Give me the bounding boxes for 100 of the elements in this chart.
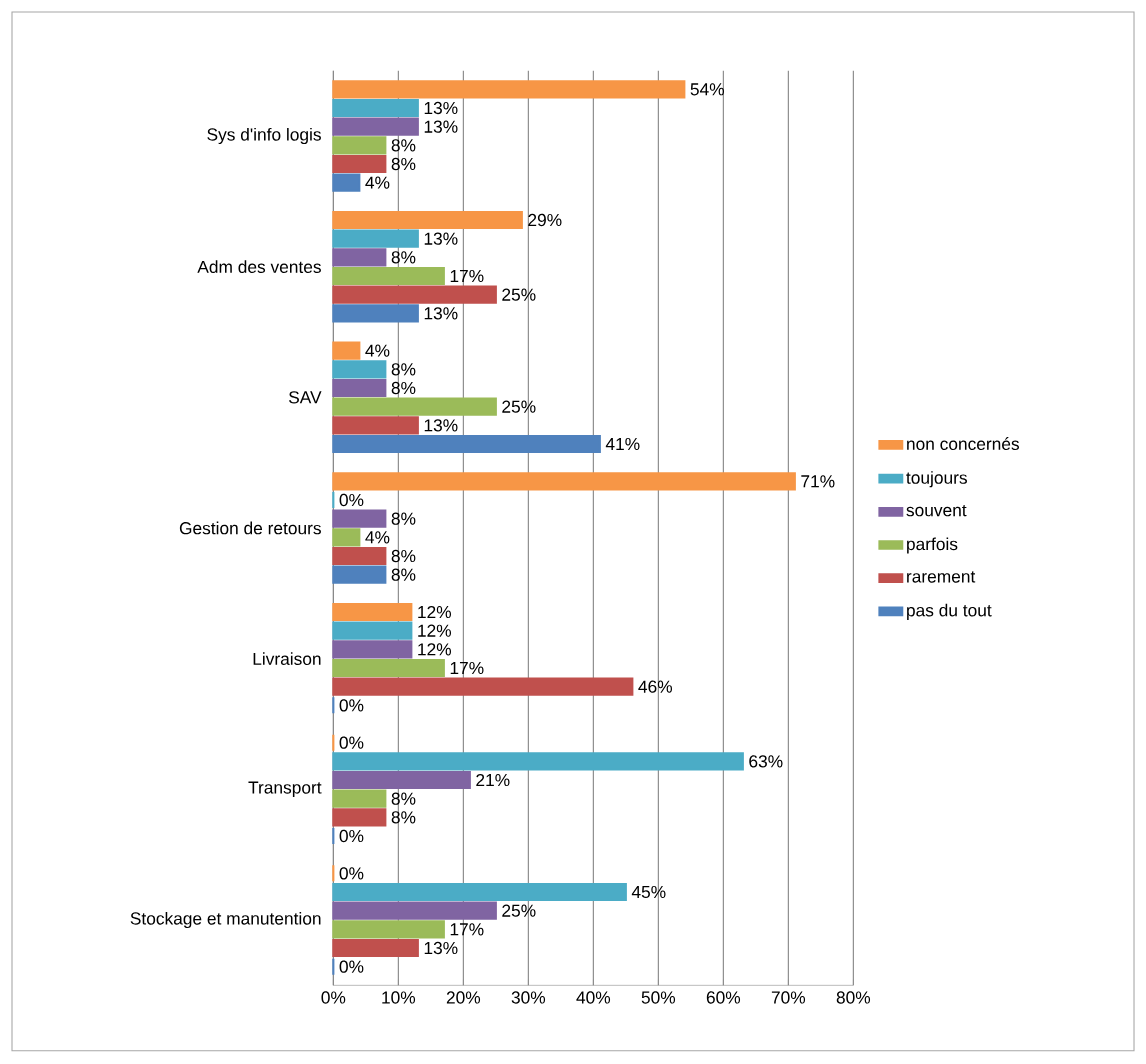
bar <box>332 770 471 790</box>
bar <box>332 360 387 379</box>
x-tick-label: 10% <box>382 991 416 1004</box>
data-label: 8% <box>391 792 416 805</box>
bar <box>332 677 634 696</box>
y-tick-label: Sys d'info logis <box>207 127 321 145</box>
data-label: 13% <box>424 941 458 955</box>
x-tick-label: 40% <box>576 991 611 1004</box>
bar <box>332 80 686 99</box>
data-label: 0% <box>339 699 364 712</box>
data-label: 17% <box>450 269 484 283</box>
bar <box>332 938 419 958</box>
bar <box>332 640 413 659</box>
bar <box>332 509 387 528</box>
legend-label: toujours <box>906 471 967 488</box>
data-label: 8% <box>391 363 416 376</box>
y-tick-label: SAV <box>289 391 322 404</box>
bar <box>332 248 387 267</box>
legend-label: parfois <box>907 537 958 554</box>
bar <box>332 416 419 435</box>
data-label: 4% <box>365 176 390 189</box>
legend-label: non concernés <box>907 437 1020 451</box>
data-label: 0% <box>339 867 364 880</box>
data-label: 54% <box>690 83 725 96</box>
data-label: 12% <box>418 624 452 637</box>
bar <box>332 266 445 286</box>
x-tick-label: 80% <box>836 991 871 1004</box>
data-label: 8% <box>391 381 416 395</box>
data-label: 12% <box>418 643 452 656</box>
bar <box>332 528 361 547</box>
bar <box>332 229 419 248</box>
x-tick-label: 50% <box>641 991 676 1004</box>
x-tick-label: 0% <box>321 991 346 1004</box>
data-label: 8% <box>391 811 416 824</box>
data-label: 13% <box>424 120 458 133</box>
data-label: 17% <box>450 661 484 675</box>
y-tick-label: Livraison <box>253 652 321 666</box>
bar <box>332 136 387 155</box>
bar <box>332 882 627 902</box>
data-label: 8% <box>391 512 416 525</box>
data-label: 25% <box>502 904 536 917</box>
data-label: 12% <box>418 605 452 619</box>
data-label: 0% <box>339 493 364 507</box>
data-label: 4% <box>365 344 390 357</box>
data-label: 8% <box>391 549 416 563</box>
bar <box>332 920 445 939</box>
data-label: 25% <box>502 288 536 301</box>
bar <box>332 397 497 416</box>
y-tick-label: Stockage et manutention <box>130 911 321 929</box>
legend-label: pas du tout <box>907 603 992 620</box>
data-label: 8% <box>391 251 416 264</box>
data-label: 45% <box>631 885 666 899</box>
x-tick-label: 30% <box>511 991 546 1004</box>
data-label: 13% <box>424 419 458 432</box>
bar <box>332 154 387 174</box>
data-label: 41% <box>605 437 640 451</box>
data-label: 46% <box>638 680 673 693</box>
y-tick-label: Gestion de retours <box>179 521 321 535</box>
y-tick-label: Transport <box>248 781 322 798</box>
y-tick-label: Adm des ventes <box>197 260 321 274</box>
x-tick-label: 60% <box>706 991 741 1004</box>
data-label: 13% <box>424 101 458 115</box>
data-label: 29% <box>528 213 562 227</box>
x-tick-label: 20% <box>446 991 481 1004</box>
data-label: 8% <box>391 568 416 581</box>
data-label: 71% <box>801 475 835 488</box>
bar <box>332 341 361 360</box>
data-label: 17% <box>450 923 484 936</box>
bar <box>332 210 523 230</box>
bar <box>332 304 419 323</box>
data-label: 13% <box>424 232 458 245</box>
bar <box>332 808 387 827</box>
bar <box>332 378 387 398</box>
bar <box>332 602 413 622</box>
bar <box>332 285 497 304</box>
data-label: 21% <box>476 773 510 787</box>
data-label: 8% <box>391 157 416 171</box>
bar <box>332 565 387 584</box>
bar <box>332 434 601 454</box>
bar <box>332 789 387 808</box>
bar <box>332 658 445 678</box>
x-tick-label: 70% <box>771 991 806 1004</box>
legend-label: rarement <box>907 571 976 583</box>
legend-label: souvent <box>906 504 967 517</box>
data-label: 13% <box>424 307 458 320</box>
bar <box>332 173 361 192</box>
bar <box>332 117 419 136</box>
bar <box>332 752 744 771</box>
bar <box>332 546 387 566</box>
data-label: 0% <box>339 736 364 749</box>
bar <box>332 98 419 118</box>
bar <box>332 621 413 640</box>
data-label: 4% <box>365 531 390 544</box>
data-label: 8% <box>391 139 416 152</box>
data-label: 0% <box>339 960 364 973</box>
data-label: 0% <box>339 829 364 843</box>
bar <box>332 472 796 491</box>
data-label: 25% <box>502 400 536 413</box>
bar <box>332 901 497 920</box>
data-label: 63% <box>749 755 783 768</box>
